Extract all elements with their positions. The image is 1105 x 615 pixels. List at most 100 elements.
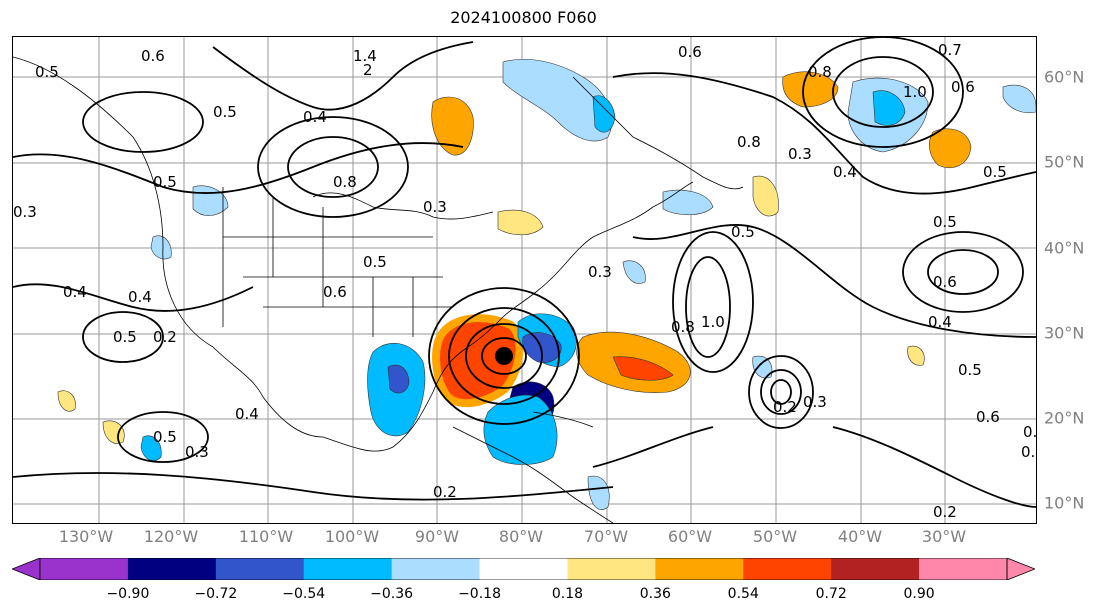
fill-east-yellow — [907, 345, 925, 366]
colorbar-tick-label: −0.36 — [370, 586, 414, 602]
fill-north-atl-blue2 — [872, 90, 906, 126]
hurricane-contour-1 — [481, 337, 527, 375]
colorbar-tick-label: −0.90 — [106, 586, 150, 602]
fill-east-blue — [1002, 84, 1036, 114]
contour-label: 0.5 — [153, 428, 177, 446]
lat-label: 60°N — [1044, 67, 1085, 87]
north-contour-2 — [802, 37, 964, 148]
fill-carib-blue — [587, 475, 610, 510]
fill-ne-yellow — [497, 209, 544, 236]
hurricane-center-marker — [495, 347, 513, 365]
fill-carib-blue2 — [752, 355, 773, 379]
colorbar-extend-min — [12, 558, 41, 580]
fill-east-orange — [929, 128, 972, 168]
contour-label: 0.3 — [588, 263, 612, 281]
contour-label: 0.3 — [185, 443, 209, 461]
colorbar-segment — [391, 558, 481, 580]
map-svg: 0.6 0.5 0.5 1.4 2 0.4 0.8 0.5 0.3 0.3 0.… — [13, 37, 1036, 523]
colorbar-tick-label: −0.54 — [282, 586, 326, 602]
contour-label: 0.4 — [235, 405, 259, 423]
fill-atl-blue — [662, 189, 714, 216]
colorbar-tick-label: 0.54 — [727, 586, 759, 602]
colorbar-tick-label: 0.18 — [551, 586, 584, 602]
colorbar — [12, 558, 1035, 580]
north-contour-1 — [832, 56, 934, 128]
contour-label: 0.5 — [363, 253, 387, 271]
contour-label: 0.6 — [976, 408, 1000, 426]
fill-pacific-yellow2 — [57, 390, 76, 412]
contour-label: 0.3 — [13, 203, 37, 221]
lon-label: 110°W — [238, 527, 294, 546]
canada-contour-2 — [257, 116, 409, 218]
contour-label: 0.4 — [63, 283, 87, 301]
contour-label: 0.3 — [803, 393, 827, 411]
east-contour-1 — [927, 249, 999, 295]
contour-label: 0.4 — [128, 288, 152, 306]
lon-label: 60°W — [667, 527, 713, 546]
colorbar-segment — [479, 558, 568, 580]
contour-label: 0.5 — [153, 173, 177, 191]
contour-label: 0.6 — [141, 47, 165, 65]
coastlines — [13, 56, 744, 523]
contour-label: 0.3 — [788, 145, 812, 163]
pacific-contour-3 — [82, 91, 204, 153]
fill-labrador-orange — [431, 96, 474, 156]
fill-orange-ring — [432, 314, 524, 408]
colorbar-segment — [655, 558, 744, 580]
contour-label: 0.5 — [933, 213, 957, 231]
low-contour-1 — [770, 379, 792, 405]
contour-lines — [13, 37, 1036, 508]
lon-label: 130°W — [58, 527, 114, 546]
colorbar-extend-max — [1006, 558, 1035, 580]
contour-label: 0.6 — [951, 78, 975, 96]
contour-label: 0.3 — [1023, 423, 1036, 441]
atl-contour-2 — [672, 231, 754, 373]
fill-atl-blue2 — [622, 260, 646, 284]
plot-title: 2024100800 F060 — [450, 8, 597, 27]
colorbar-segment — [831, 558, 920, 580]
contour-label: 0.5 — [213, 103, 237, 121]
contour-label: 1.4 — [353, 47, 377, 65]
lat-label: 20°N — [1044, 408, 1085, 428]
contour-label: 0.8 — [671, 318, 695, 336]
fill-bermuda-yellow — [752, 175, 779, 217]
contour-label: 0.7 — [938, 41, 962, 59]
colorbar-segment — [215, 558, 305, 580]
contour-label: 0.6 — [933, 273, 957, 291]
lat-label: 40°N — [1044, 238, 1085, 258]
fill-greenland-blue — [502, 59, 613, 142]
contour-label: 0.3 — [423, 198, 447, 216]
colorbar-tick-label: 0.72 — [815, 586, 847, 602]
fill-blue-lower — [483, 394, 558, 465]
contour-label: 0.6 — [323, 283, 347, 301]
colorbar-outline — [39, 558, 1008, 580]
colorbar-tick-label: 0.90 — [903, 586, 935, 602]
colorbar-tick-label: 0.36 — [639, 586, 671, 602]
graticule — [13, 37, 1036, 523]
lon-label: 120°W — [143, 527, 199, 546]
contour-label: 0.4 — [303, 108, 327, 126]
east-contour-2 — [902, 231, 1024, 313]
hurricane-contour-4 — [428, 287, 580, 425]
fill-navy-west — [387, 364, 410, 394]
contour-label: 1.0 — [701, 313, 725, 331]
contour-label: 0.5 — [731, 223, 755, 241]
lon-label: 50°W — [752, 527, 798, 546]
contour-label: 0.4 — [1021, 443, 1036, 461]
contour-label: 0.6 — [678, 43, 702, 61]
contour-label: 0.2 — [773, 398, 797, 416]
contour-label: 0.8 — [333, 173, 357, 191]
lat-label: 30°N — [1044, 323, 1085, 343]
lon-label: 30°W — [921, 527, 967, 546]
contour-label: 1.0 — [903, 83, 927, 101]
colorbar-segment — [567, 558, 656, 580]
contour-label-group: 0.6 0.5 0.5 1.4 2 0.4 0.8 0.5 0.3 0.3 0.… — [13, 41, 1036, 521]
contour-label: 0.8 — [737, 133, 761, 151]
shaded-fields — [57, 59, 1036, 510]
lon-label: 40°W — [837, 527, 883, 546]
lat-label: 50°N — [1044, 152, 1085, 172]
colorbar-segment — [40, 558, 129, 580]
colorbar-tick-label: −0.18 — [458, 586, 501, 602]
contour-label: 2 — [363, 61, 373, 79]
atl-contour-1 — [685, 256, 731, 358]
